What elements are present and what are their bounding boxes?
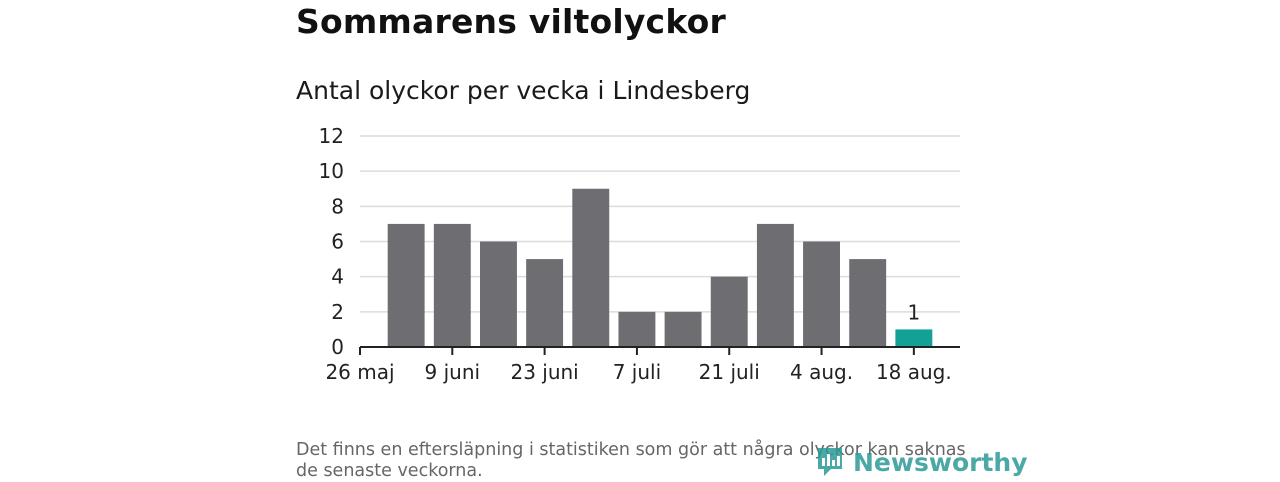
- bar-chart: 0 2 4 6 8 10 12 1 26 maj 9 juni 23 juni 7 juli 21 …: [319, 124, 960, 384]
- x-tick-label: 4 aug.: [790, 360, 853, 384]
- bar: [895, 329, 933, 347]
- y-tick-label: 8: [331, 194, 344, 218]
- bar: [664, 311, 702, 347]
- x-tick-label: 9 juni: [425, 360, 481, 384]
- y-tick-label: 0: [331, 335, 344, 359]
- y-tick-label: 6: [331, 230, 344, 254]
- data-labels: 1: [907, 300, 920, 324]
- bar: [618, 311, 656, 347]
- x-tick-label: 21 juli: [699, 360, 760, 384]
- y-tick-label: 10: [319, 159, 344, 183]
- bar: [572, 188, 610, 347]
- y-tick-label: 2: [331, 300, 344, 324]
- bar: [803, 241, 840, 347]
- x-tick-label: 18 aug.: [876, 360, 952, 384]
- bar: [756, 223, 794, 347]
- chart-title: Sommarens viltolyckor: [296, 2, 726, 41]
- bar: [480, 241, 517, 347]
- chart-subtitle: Antal olyckor per vecka i Lindesberg: [296, 76, 751, 105]
- y-axis-ticks: 0 2 4 6 8 10 12: [319, 124, 344, 359]
- bars: [387, 188, 933, 347]
- bar: [849, 259, 887, 347]
- bar: [387, 223, 425, 347]
- y-tick-label: 4: [331, 265, 344, 289]
- x-axis: 26 maj 9 juni 23 juni 7 juli 21 juli 4 aug. 18…: [325, 346, 960, 384]
- x-tick-label: 7 juli: [613, 360, 661, 384]
- bar: [710, 276, 748, 347]
- footnote: Det finns en eftersläpning i statistiken…: [296, 440, 966, 481]
- bar: [433, 223, 471, 347]
- bar: [526, 259, 564, 347]
- data-label: 1: [907, 300, 920, 324]
- x-tick-label: 23 juni: [510, 360, 578, 384]
- x-tick-label: 26 maj: [325, 360, 394, 384]
- y-tick-label: 12: [319, 124, 344, 148]
- chart-container: Sommarens viltolyckor Antal olyckor per …: [296, 0, 1028, 481]
